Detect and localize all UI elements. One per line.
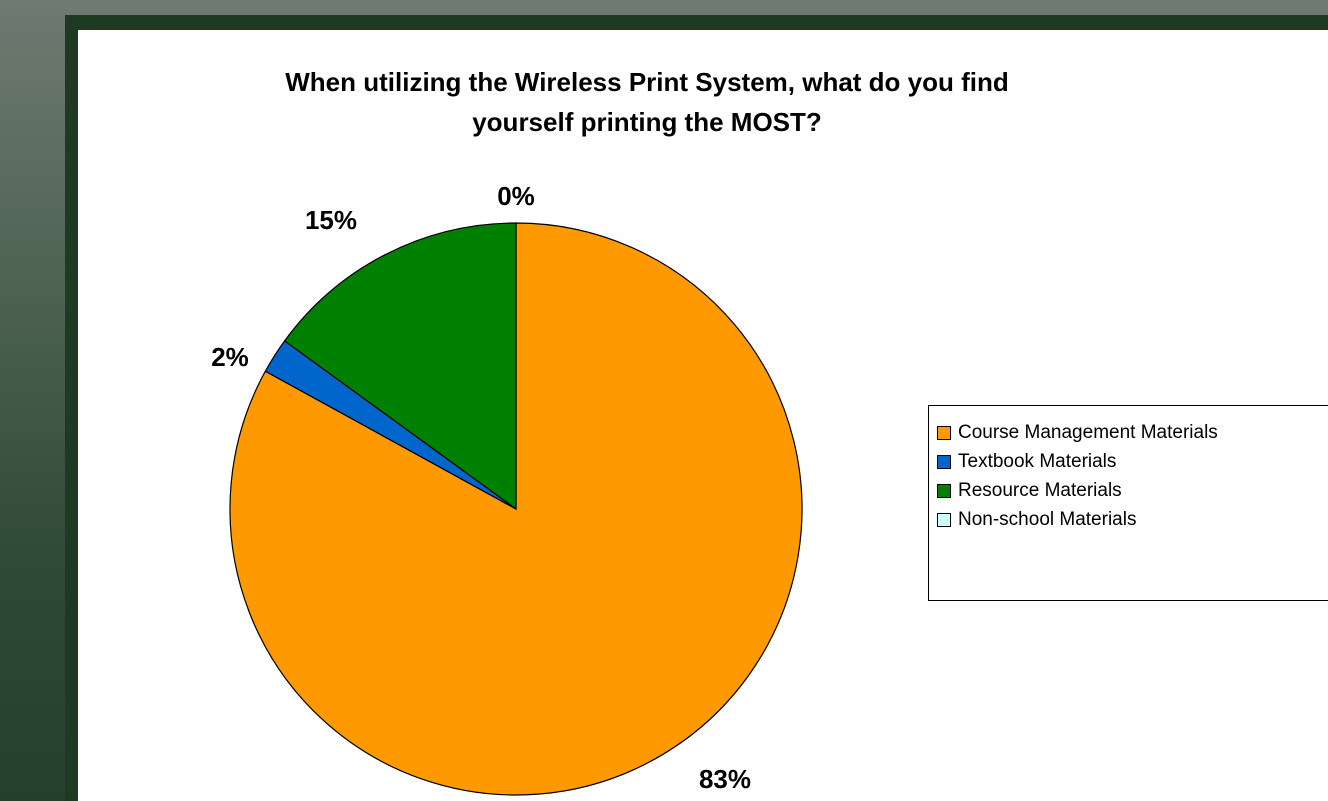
data-label-resource: 15% (305, 205, 357, 235)
chart-title-line-1: When utilizing the Wireless Print System… (285, 67, 1009, 97)
legend-item-non-school: Non-school Materials (929, 505, 1328, 534)
legend-item-course-management: Course Management Materials (929, 418, 1328, 447)
chart-title: When utilizing the Wireless Print System… (78, 62, 1216, 142)
legend-label-course-management: Course Management Materials (958, 421, 1218, 443)
legend-label-resource: Resource Materials (958, 479, 1122, 501)
legend-item-textbook: Textbook Materials (929, 447, 1328, 476)
legend-item-resource: Resource Materials (929, 476, 1328, 505)
legend-swatch-course-management (937, 425, 951, 440)
pie-chart: 83% 2% 15% 0% (211, 181, 803, 796)
pie-labels: 83% 2% 15% 0% (211, 181, 751, 794)
legend-label-non-school: Non-school Materials (958, 508, 1137, 530)
chart-legend: Course Management Materials Textbook Mat… (928, 405, 1328, 601)
legend-label-textbook: Textbook Materials (958, 450, 1117, 472)
chart-title-line-2: yourself printing the MOST? (472, 107, 822, 137)
legend-swatch-non-school (937, 512, 951, 527)
data-label-non-school: 0% (497, 181, 535, 211)
legend-swatch-textbook (937, 454, 951, 469)
legend-swatch-resource (937, 483, 951, 498)
pie-slices (229, 222, 803, 796)
data-label-course-management: 83% (699, 764, 751, 794)
data-label-textbook: 2% (211, 342, 249, 372)
chart-panel: When utilizing the Wireless Print System… (78, 30, 1328, 801)
pie-slice-resource (283, 222, 517, 511)
